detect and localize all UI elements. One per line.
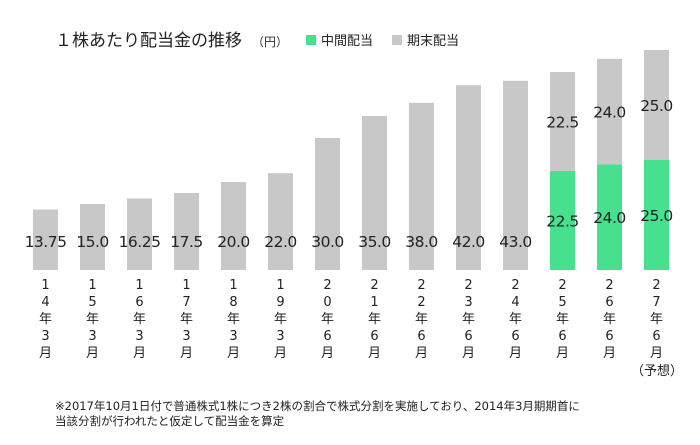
bar-yearend-1: [80, 204, 105, 270]
bar-interim-12: [597, 164, 622, 270]
bars-group: 13.75 15.0 16.25 17.5 20.0 22.0 30.0 35.0 38.0 42…: [25, 50, 673, 270]
chart-unit: （円）: [252, 35, 288, 49]
bar-interim-11: [550, 171, 575, 270]
footnote-line-2: 当該分割が行われたと仮定して配当金を算定: [55, 414, 285, 428]
legend-label-interim: 中間配当: [321, 34, 373, 49]
bar-yearend-2: [127, 198, 152, 270]
bar-yearend-9: [456, 85, 481, 270]
data-label-yearend-12: 24.0: [593, 104, 626, 122]
bar-yearend-7: [362, 116, 387, 270]
data-label-yearend-8: 38.0: [405, 233, 438, 251]
data-label-yearend-9: 42.0: [452, 233, 485, 251]
data-label-yearend-1: 15.0: [76, 233, 109, 251]
data-label-interim-13: 25.0: [640, 207, 673, 225]
forecast-label: （予想）: [631, 363, 683, 379]
data-label-yearend-10: 43.0: [499, 233, 532, 251]
bar-yearend-4: [221, 182, 246, 270]
legend-swatch-yearend: [392, 35, 402, 45]
data-label-yearend-2: 16.25: [119, 233, 161, 251]
data-label-yearend-13: 25.0: [640, 97, 673, 115]
bar-yearend-0: [33, 209, 58, 270]
footnote: ※2017年10月1日付で普通株式1株につき2株の割合で株式分割を実施しており、…: [55, 399, 695, 429]
legend-swatch-interim: [306, 35, 316, 45]
bar-yearend-13: [644, 50, 669, 160]
legend-label-yearend: 期末配当: [407, 34, 459, 49]
data-label-yearend-5: 22.0: [264, 233, 297, 251]
data-label-yearend-6: 30.0: [311, 233, 344, 251]
bar-yearend-8: [409, 102, 434, 270]
data-label-interim-11: 22.5: [546, 213, 579, 231]
data-label-yearend-3: 17.5: [170, 233, 203, 251]
data-label-yearend-11: 22.5: [546, 114, 579, 132]
bar-interim-13: [644, 160, 669, 270]
bar-yearend-11: [550, 72, 575, 171]
data-label-yearend-0: 13.75: [25, 233, 67, 251]
data-label-yearend-7: 35.0: [358, 233, 391, 251]
bar-yearend-6: [315, 138, 340, 270]
chart-title: １株あたり配当金の推移: [55, 31, 242, 51]
bar-yearend-5: [268, 173, 293, 270]
data-label-interim-12: 24.0: [593, 209, 626, 227]
footnote-line-1: ※2017年10月1日付で普通株式1株につき2株の割合で株式分割を実施しており、…: [55, 399, 580, 413]
x-axis-ticks: 1 4 年 3 月 1 5 年 3 月 1 6 年 3 月 1 7 年 3 月 1 8 年 3 月 1 9 年 3 月 2 0 年 6 月 2 1 年 6 月…: [39, 278, 663, 361]
data-label-yearend-4: 20.0: [217, 233, 250, 251]
bar-yearend-10: [503, 80, 528, 270]
bar-yearend-12: [597, 58, 622, 165]
bar-yearend-3: [174, 193, 199, 270]
